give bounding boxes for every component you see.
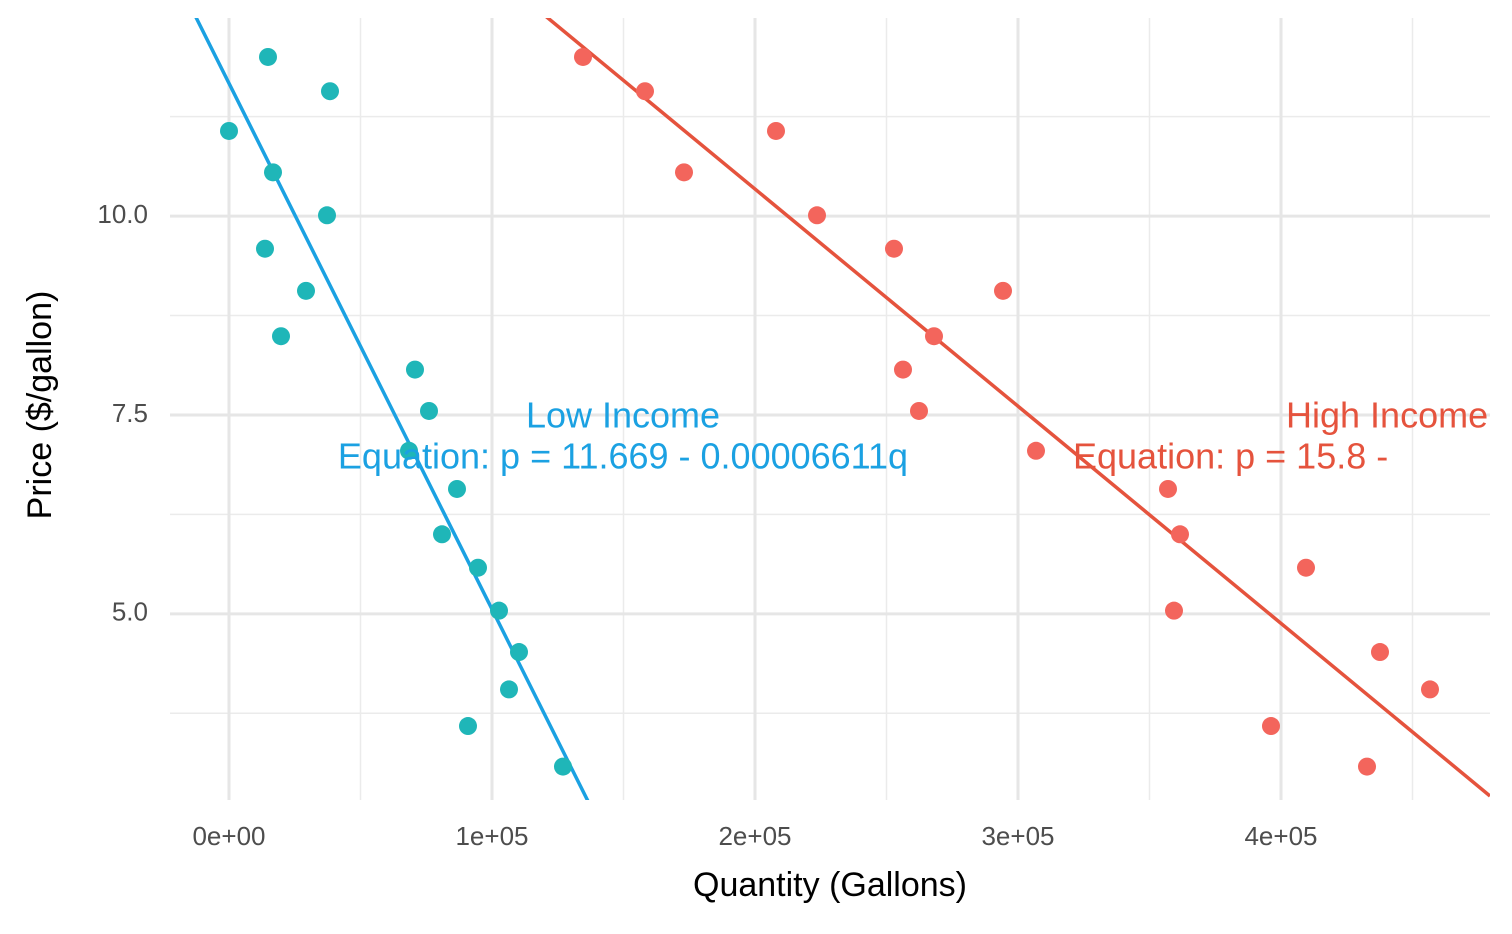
point	[1158, 479, 1177, 498]
point	[258, 47, 277, 66]
annotation: Low Income	[526, 395, 720, 436]
plot-area	[194, 18, 1490, 800]
point	[674, 163, 693, 182]
annotation: High Income	[1286, 395, 1488, 436]
x-tick-label: 2e+05	[718, 821, 791, 851]
x-tick-label: 4e+05	[1244, 821, 1317, 851]
x-tick-label: 3e+05	[981, 821, 1054, 851]
point	[296, 281, 315, 300]
point	[271, 327, 290, 346]
point	[432, 525, 451, 544]
point	[399, 441, 418, 460]
point	[909, 401, 928, 420]
x-axis-title: Quantity (Gallons)	[693, 866, 967, 904]
point	[924, 327, 943, 346]
point	[1261, 717, 1280, 736]
point	[489, 601, 508, 620]
point	[1358, 757, 1377, 776]
point	[1165, 601, 1184, 620]
point	[219, 121, 238, 140]
point	[1420, 680, 1439, 699]
y-tick-label: 5.0	[112, 597, 148, 627]
point	[884, 239, 903, 258]
point	[499, 680, 518, 699]
y-tick-label: 7.5	[112, 398, 148, 428]
point	[573, 47, 592, 66]
x-tick-label: 0e+00	[192, 821, 265, 851]
point	[459, 717, 478, 736]
point	[317, 206, 336, 225]
y-tick-label: 10.0	[97, 199, 148, 229]
point	[468, 558, 487, 577]
point	[1371, 643, 1390, 662]
point	[320, 82, 339, 101]
point	[893, 360, 912, 379]
point	[419, 401, 438, 420]
point	[447, 479, 466, 498]
point	[509, 643, 528, 662]
fit-line	[545, 18, 1490, 798]
point	[1296, 558, 1315, 577]
x-tick-label: 1e+05	[455, 821, 528, 851]
point	[1026, 441, 1045, 460]
point	[635, 82, 654, 101]
point	[553, 757, 572, 776]
point	[255, 239, 274, 258]
point	[1170, 525, 1189, 544]
y-axis-title: Price ($/gallon)	[21, 291, 59, 520]
point	[807, 206, 826, 225]
fit-line	[194, 18, 590, 800]
point	[405, 360, 424, 379]
equation: Equation: p = 11.669 - 0.00006611q	[338, 436, 908, 477]
equation: Equation: p = 15.8 -	[1073, 436, 1388, 477]
point	[263, 163, 282, 182]
point	[766, 121, 785, 140]
point	[994, 281, 1013, 300]
